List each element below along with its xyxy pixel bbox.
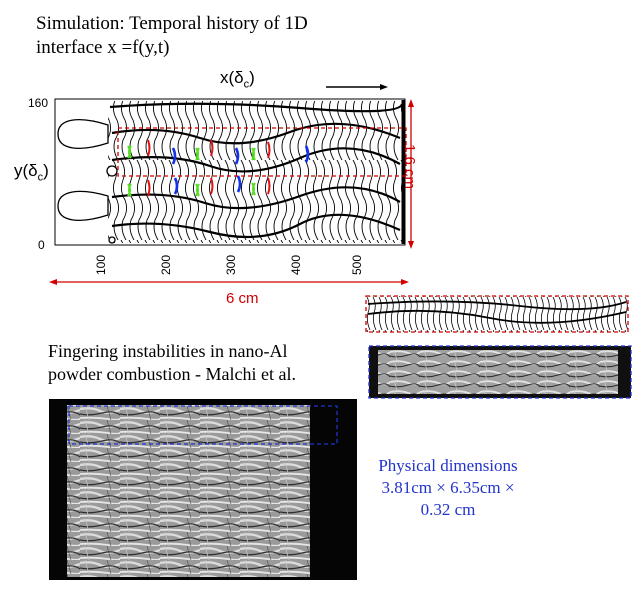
physical-dimensions-label: Physical dimensions — [378, 456, 518, 475]
y-axis-label-main: y(δ — [14, 161, 38, 180]
physical-dimensions-line3: 0.32 cm — [420, 500, 476, 519]
physical-dimensions: Physical dimensions 3.81cm × 6.35cm × 0.… — [368, 455, 528, 521]
zoom-box-blue — [368, 345, 632, 399]
simulation-title-line1: Simulation: Temporal history of 1D — [36, 13, 308, 34]
y-axis-label: y(δc) — [14, 161, 49, 183]
y-axis-label-sub: c — [37, 171, 44, 184]
experiment-title: Fingering instabilities in nano-Al powde… — [48, 340, 296, 386]
width-dimension-label: 6 cm — [226, 290, 259, 307]
simulation-title: Simulation: Temporal history of 1D inter… — [36, 12, 308, 60]
interface-lamellae — [108, 101, 403, 243]
simulation-title-line2: interface x =f(y,t) — [36, 37, 170, 58]
zoom-box-red — [365, 295, 629, 333]
y-axis-label-close: ) — [43, 161, 49, 180]
experiment-strip-zoom — [378, 350, 618, 394]
x-axis-label-close: ) — [249, 68, 255, 87]
x-axis-label-sub: c — [243, 78, 250, 91]
experiment-photo-texture — [66, 405, 330, 577]
width-dimension-arrow — [49, 279, 409, 285]
experiment-title-line2: powder combustion - Malchi et al. — [48, 364, 296, 384]
selection-box-red — [117, 127, 407, 177]
direction-arrow — [326, 84, 388, 90]
initial-interface-bulbs — [57, 119, 118, 244]
x-axis-label-main: x(δ — [220, 68, 244, 87]
y-tick-160: 160 — [28, 96, 49, 110]
physical-dimensions-line2: 3.81cm × 6.35cm × — [381, 478, 515, 497]
y-tick-0: 0 — [38, 238, 45, 252]
experiment-title-line1: Fingering instabilities in nano-Al — [48, 341, 288, 361]
colored-front-marks — [127, 139, 310, 197]
selection-box-blue — [68, 405, 338, 445]
finger-lines — [109, 102, 404, 239]
x-axis-label: x(δc) — [220, 68, 255, 90]
height-dimension-label: 1.6 cm — [401, 144, 418, 190]
height-dimension-arrow — [408, 99, 414, 249]
